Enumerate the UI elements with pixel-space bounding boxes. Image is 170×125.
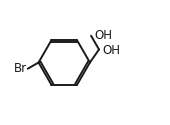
Text: Br: Br bbox=[14, 62, 27, 75]
Text: OH: OH bbox=[102, 44, 120, 57]
Text: OH: OH bbox=[94, 29, 112, 42]
